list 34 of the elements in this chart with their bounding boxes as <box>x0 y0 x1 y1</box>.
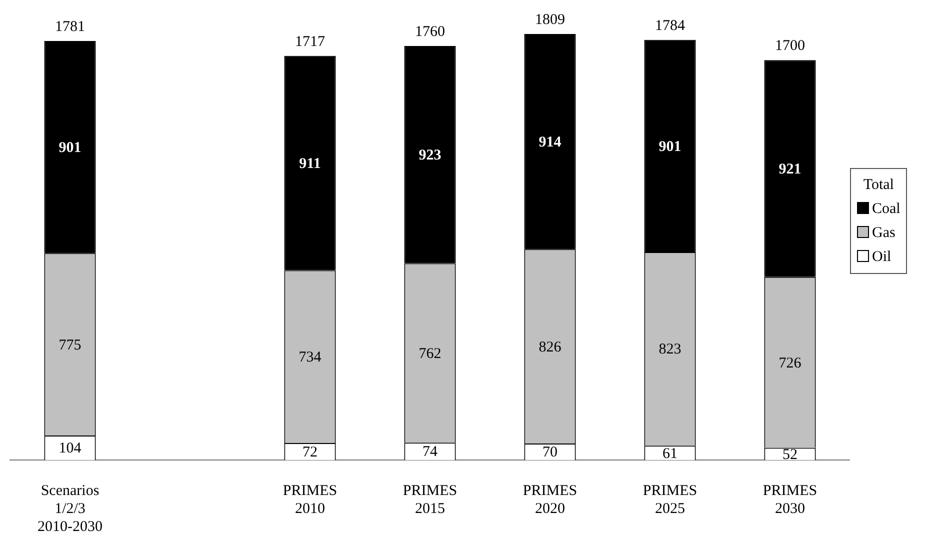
data-label: 104 <box>58 440 82 457</box>
data-label: 914 <box>538 134 562 150</box>
data-label: 74 <box>422 444 438 460</box>
data-label: 921 <box>778 161 802 178</box>
data-label: 726 <box>778 355 802 372</box>
total-label: 1809 <box>535 12 565 28</box>
total-label: 1760 <box>415 24 445 40</box>
data-label: 72 <box>302 444 318 460</box>
data-label: 70 <box>542 444 558 461</box>
data-label: 52 <box>782 446 798 463</box>
data-label: 61 <box>662 446 678 462</box>
x-tick-label: PRIMES 2010 <box>282 482 338 517</box>
data-label: 734 <box>298 350 322 366</box>
data-label: 823 <box>658 342 682 358</box>
legend-label: Coal <box>871 200 900 219</box>
data-label: 826 <box>538 339 562 356</box>
legend-title: Total <box>862 176 895 195</box>
total-label: 1781 <box>55 19 85 35</box>
x-tick-label: PRIMES 2025 <box>642 482 698 517</box>
total-label: 1700 <box>775 38 805 54</box>
data-label: 901 <box>58 140 82 156</box>
legend-label: Gas <box>871 224 896 243</box>
data-label: 901 <box>658 138 682 155</box>
total-label: 1784 <box>655 18 686 34</box>
x-tick-label: PRIMES 2020 <box>522 482 578 517</box>
legend-label: Oil <box>871 248 892 267</box>
data-label: 775 <box>58 337 82 354</box>
total-label: 1717 <box>295 34 326 50</box>
x-tick-label: Scenarios 1/2/3 2010-2030 <box>38 482 102 535</box>
data-label: 911 <box>299 156 321 172</box>
data-label: 923 <box>418 147 442 164</box>
data-label: 762 <box>418 346 442 362</box>
x-tick-label: PRIMES 2015 <box>402 482 458 517</box>
x-tick-label: PRIMES 2030 <box>762 482 818 517</box>
